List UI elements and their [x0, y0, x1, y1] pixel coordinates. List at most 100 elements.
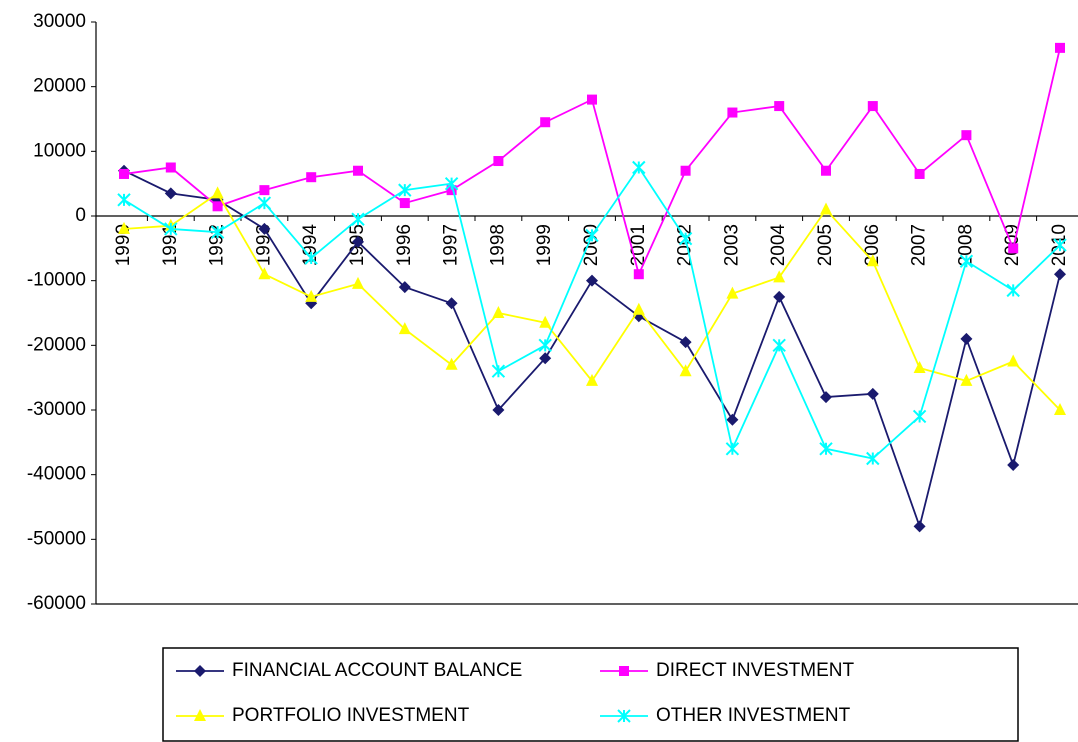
marker	[398, 281, 411, 294]
marker	[914, 168, 925, 179]
marker	[586, 373, 598, 386]
x-tick-label: 1990	[113, 224, 134, 266]
legend-label: OTHER INVESTMENT	[656, 705, 851, 726]
marker	[353, 165, 363, 176]
marker	[1055, 42, 1065, 53]
marker	[680, 165, 691, 176]
marker	[772, 338, 786, 353]
x-tick-label: 1997	[441, 224, 462, 266]
x-tick-label: 1999	[534, 224, 555, 266]
marker	[164, 187, 177, 200]
marker	[398, 322, 411, 335]
marker	[119, 168, 129, 179]
marker	[352, 276, 364, 289]
marker	[305, 289, 318, 302]
marker	[1054, 268, 1066, 281]
legend-label: FINANCIAL ACCOUNT BALANCE	[232, 660, 522, 681]
marker	[866, 387, 879, 400]
marker	[493, 156, 504, 167]
x-tick-label: 1998	[487, 224, 508, 266]
marker	[306, 172, 317, 183]
marker	[165, 162, 176, 173]
marker	[194, 709, 206, 721]
marker	[445, 297, 458, 310]
marker	[819, 442, 833, 456]
marker	[194, 665, 206, 677]
marker	[587, 94, 597, 105]
x-tick-label: 2004	[768, 224, 789, 267]
y-tick-label: 0	[75, 205, 86, 226]
x-tick-label: 2007	[909, 224, 930, 266]
x-tick-label: 2002	[675, 224, 696, 266]
marker	[961, 130, 972, 141]
marker	[619, 666, 629, 676]
marker	[867, 101, 878, 112]
marker	[586, 274, 598, 287]
marker	[257, 196, 272, 210]
y-tick-label: -40000	[27, 464, 86, 485]
x-tick-label: 2000	[581, 224, 602, 266]
marker	[679, 364, 692, 377]
marker	[398, 183, 412, 197]
marker	[679, 336, 692, 349]
marker	[585, 228, 599, 243]
marker	[445, 357, 458, 370]
marker	[773, 270, 786, 283]
marker	[352, 235, 364, 248]
marker	[959, 254, 974, 268]
marker	[1006, 283, 1020, 298]
x-tick-label: 1993	[253, 224, 274, 266]
marker	[820, 202, 832, 215]
marker	[632, 160, 646, 175]
x-tick-label: 1996	[394, 224, 415, 266]
marker	[492, 404, 505, 416]
y-tick-label: 10000	[33, 140, 86, 161]
marker	[118, 221, 130, 234]
marker	[726, 286, 739, 299]
marker	[866, 451, 880, 466]
x-tick-label: 2003	[721, 224, 742, 266]
marker	[726, 413, 739, 426]
marker	[1007, 354, 1020, 367]
marker	[774, 101, 785, 112]
y-tick-label: -10000	[27, 270, 86, 291]
marker	[617, 709, 631, 723]
marker	[211, 186, 224, 199]
marker	[258, 222, 271, 235]
marker	[633, 269, 644, 280]
marker	[259, 185, 270, 196]
marker	[304, 251, 318, 265]
marker	[539, 315, 552, 328]
marker	[632, 302, 645, 315]
x-tick-label: 1992	[207, 224, 228, 266]
marker	[212, 201, 223, 212]
marker	[491, 364, 506, 378]
marker	[258, 267, 271, 280]
marker	[821, 165, 831, 176]
y-tick-label: -20000	[27, 334, 86, 355]
marker	[539, 352, 552, 365]
marker	[446, 185, 457, 196]
marker	[866, 254, 879, 267]
marker	[960, 332, 973, 345]
x-tick-label: 1994	[300, 224, 321, 267]
marker	[1054, 403, 1066, 415]
marker	[912, 409, 927, 424]
y-tick-label: 30000	[33, 11, 86, 32]
marker	[678, 231, 693, 246]
marker	[820, 391, 832, 404]
marker	[773, 290, 786, 303]
y-tick-label: -50000	[27, 528, 86, 549]
marker	[538, 338, 552, 353]
marker	[117, 193, 131, 207]
y-tick-label: -60000	[27, 593, 86, 614]
marker	[492, 306, 505, 318]
x-tick-label: 2005	[815, 224, 836, 266]
marker	[351, 212, 365, 226]
y-tick-label: -30000	[27, 399, 86, 420]
marker	[913, 360, 926, 373]
legend-label: DIRECT INVESTMENT	[656, 660, 855, 681]
marker	[727, 107, 738, 118]
marker	[725, 442, 740, 456]
